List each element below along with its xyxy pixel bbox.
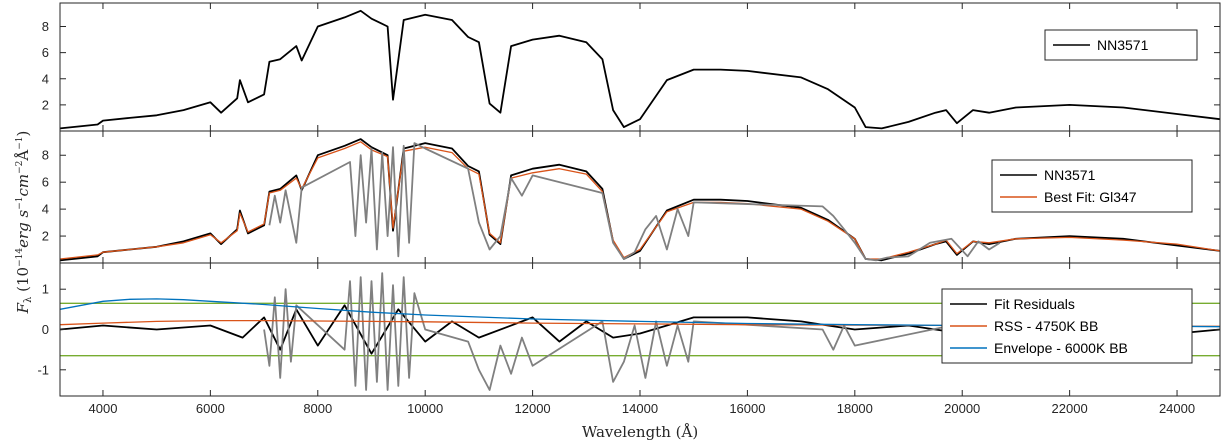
y-tick-label: 4: [42, 202, 49, 217]
panel-2: 2 4 6 8 NN3571 Best Fit: Gl347: [42, 130, 1221, 264]
y-tick-label: 8: [42, 148, 49, 163]
y-tick-label: 1: [42, 282, 49, 297]
x-tick-label: 12000: [515, 401, 551, 416]
x-tick-label: 8000: [303, 401, 332, 416]
legend-label: Best Fit: Gl347: [1044, 189, 1137, 205]
y-tick-label: 4: [42, 71, 49, 86]
legend-label: Envelope - 6000K BB: [994, 340, 1128, 356]
panel-1: 2 4 6 8 NN3571: [42, 2, 1221, 132]
legend-label: NN3571: [1044, 167, 1096, 183]
x-tick-label: 16000: [729, 401, 765, 416]
series-line-masked-region: [263, 272, 996, 391]
y-tick-label: 6: [42, 45, 49, 60]
x-tick-label: 20000: [944, 401, 980, 416]
y-tick-label: 2: [42, 97, 49, 112]
series-line-best-fit-gl347: [60, 141, 1220, 260]
y-tick-label: 8: [42, 19, 49, 34]
x-tick-label: 4000: [89, 401, 118, 416]
x-tick-label: 14000: [622, 401, 658, 416]
x-tick-label: 6000: [196, 401, 225, 416]
legend-label: Fit Residuals: [994, 296, 1075, 312]
x-tick-label: 22000: [1052, 401, 1088, 416]
y-tick-label: 6: [42, 175, 49, 190]
series-line-nn3571: [60, 9, 1220, 130]
y-tick-label: 0: [42, 322, 49, 337]
x-axis-label: Wavelength (Å): [582, 423, 698, 441]
axes-box: [59, 2, 1221, 132]
y-tick-label: -1: [37, 362, 49, 377]
legend-box: [991, 159, 1193, 213]
x-tick-label: 10000: [407, 401, 443, 416]
x-tick-label: 18000: [837, 401, 873, 416]
legend: Fit Residuals RSS - 4750K BB Envelope - 60…: [941, 288, 1193, 364]
legend-label: NN3571: [1097, 37, 1149, 53]
y-axis-label: Fλ (10−14erg s−1cm−2Å−1): [14, 131, 34, 315]
legend-label: RSS - 4750K BB: [994, 318, 1098, 334]
legend: NN3571 Best Fit: Gl347: [991, 159, 1193, 213]
series-line-masked-region: [268, 142, 1001, 262]
legend: NN3571: [1044, 29, 1198, 61]
y-tick-label: 2: [42, 229, 49, 244]
x-tick-label: 24000: [1159, 401, 1195, 416]
